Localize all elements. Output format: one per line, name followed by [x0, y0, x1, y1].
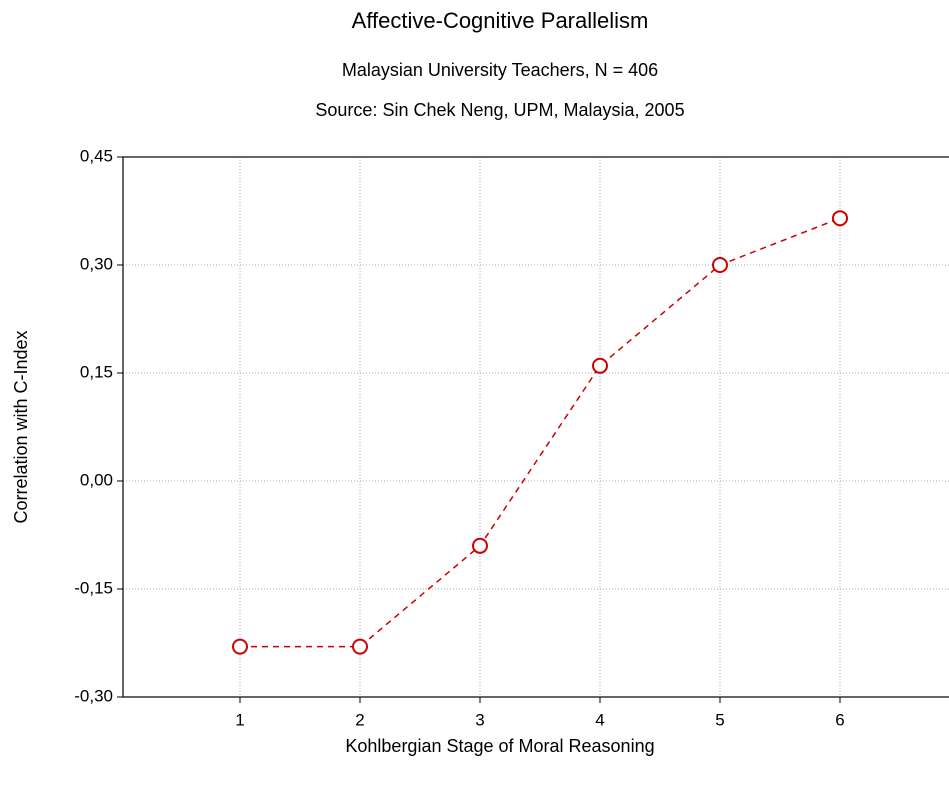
y-tick-label: -0,30	[74, 686, 113, 705]
x-tick-label: 5	[715, 710, 724, 729]
x-tick-label: 4	[595, 710, 604, 729]
y-tick-label: 0,15	[80, 362, 113, 381]
y-tick-label: 0,00	[80, 470, 113, 489]
data-point	[832, 210, 848, 227]
data-point	[712, 257, 728, 273]
data-point	[592, 357, 608, 374]
data-point	[472, 537, 488, 554]
chart-title: Affective-Cognitive Parallelism	[352, 8, 649, 33]
data-point	[232, 638, 248, 655]
x-tick-label: 6	[835, 710, 844, 729]
y-tick-label: 0,45	[80, 146, 113, 165]
chart-subtitle: Malaysian University Teachers, N = 406	[342, 60, 658, 80]
y-tick-label: 0,30	[80, 254, 113, 273]
x-tick-label: 2	[355, 710, 364, 729]
data-point	[352, 638, 368, 655]
chart-source: Source: Sin Chek Neng, UPM, Malaysia, 20…	[315, 100, 684, 120]
x-axis-label: Kohlbergian Stage of Moral Reasoning	[345, 736, 654, 756]
y-axis-label: Correlation with C-Index	[11, 330, 31, 523]
y-tick-label: -0,15	[74, 578, 113, 597]
plot-frame	[122, 156, 949, 698]
data-line	[240, 217, 841, 648]
x-tick-label: 1	[235, 710, 244, 729]
x-tick-label: 3	[475, 710, 484, 729]
